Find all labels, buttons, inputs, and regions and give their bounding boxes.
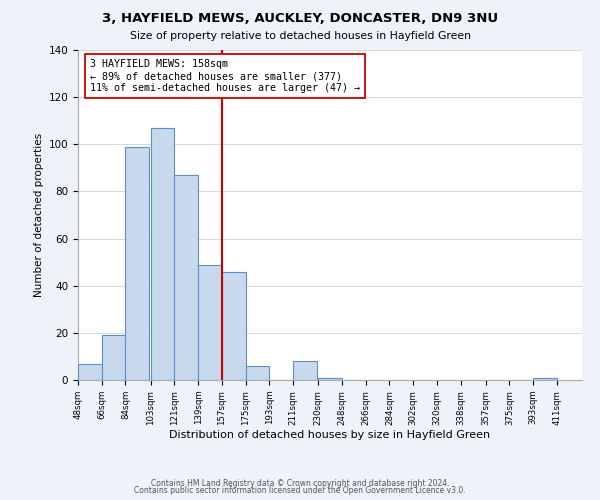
Bar xyxy=(245,366,269,380)
Bar xyxy=(125,146,149,380)
X-axis label: Distribution of detached houses by size in Hayfield Green: Distribution of detached houses by size … xyxy=(169,430,491,440)
Y-axis label: Number of detached properties: Number of detached properties xyxy=(34,133,44,297)
Bar xyxy=(102,335,125,380)
Bar xyxy=(293,361,317,380)
Text: Contains HM Land Registry data © Crown copyright and database right 2024.: Contains HM Land Registry data © Crown c… xyxy=(151,478,449,488)
Bar xyxy=(198,264,222,380)
Text: 3, HAYFIELD MEWS, AUCKLEY, DONCASTER, DN9 3NU: 3, HAYFIELD MEWS, AUCKLEY, DONCASTER, DN… xyxy=(102,12,498,26)
Bar xyxy=(175,175,198,380)
Text: Contains public sector information licensed under the Open Government Licence v3: Contains public sector information licen… xyxy=(134,486,466,495)
Text: Size of property relative to detached houses in Hayfield Green: Size of property relative to detached ho… xyxy=(130,31,470,41)
Bar xyxy=(151,128,175,380)
Bar xyxy=(78,364,102,380)
Bar xyxy=(222,272,245,380)
Bar xyxy=(533,378,557,380)
Bar xyxy=(318,378,342,380)
Text: 3 HAYFIELD MEWS: 158sqm
← 89% of detached houses are smaller (377)
11% of semi-d: 3 HAYFIELD MEWS: 158sqm ← 89% of detache… xyxy=(90,60,360,92)
